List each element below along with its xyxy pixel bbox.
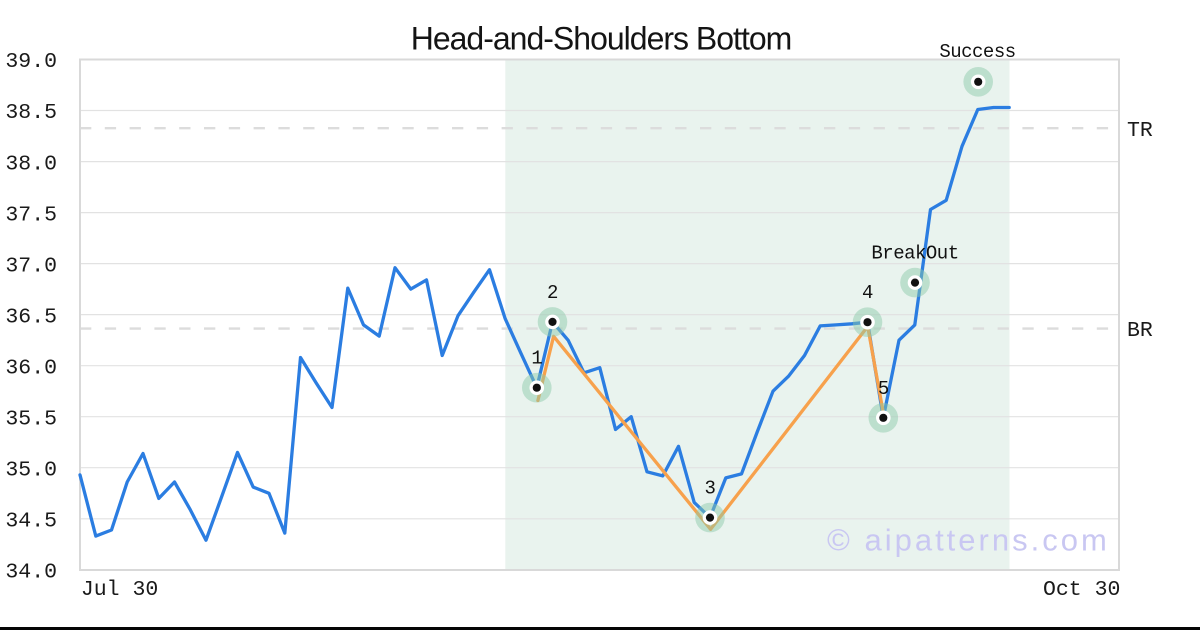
svg-text:© aipatterns.com: © aipatterns.com [827, 523, 1110, 558]
svg-text:35.0: 35.0 [5, 458, 57, 482]
svg-text:Oct 30: Oct 30 [1043, 578, 1120, 602]
svg-text:1: 1 [531, 348, 542, 370]
svg-text:3: 3 [705, 478, 716, 500]
svg-text:37.0: 37.0 [5, 254, 57, 278]
svg-text:36.5: 36.5 [5, 305, 57, 329]
svg-text:36.0: 36.0 [5, 356, 57, 380]
svg-text:38.5: 38.5 [5, 101, 57, 125]
svg-text:Success: Success [939, 41, 1015, 63]
svg-text:Head-and-Shoulders Bottom: Head-and-Shoulders Bottom [411, 21, 792, 57]
svg-text:5: 5 [878, 378, 889, 400]
svg-text:37.5: 37.5 [5, 203, 57, 227]
svg-text:Jul 30: Jul 30 [81, 578, 158, 602]
svg-text:38.0: 38.0 [5, 152, 57, 176]
svg-text:TR: TR [1127, 119, 1153, 143]
svg-text:35.5: 35.5 [5, 407, 57, 431]
svg-text:2: 2 [547, 282, 558, 304]
svg-text:BreakOut: BreakOut [871, 242, 958, 264]
svg-text:4: 4 [862, 282, 873, 304]
svg-text:BR: BR [1127, 319, 1153, 343]
svg-text:39.0: 39.0 [5, 50, 57, 74]
svg-text:34.5: 34.5 [5, 510, 57, 534]
svg-text:34.0: 34.0 [5, 561, 57, 585]
